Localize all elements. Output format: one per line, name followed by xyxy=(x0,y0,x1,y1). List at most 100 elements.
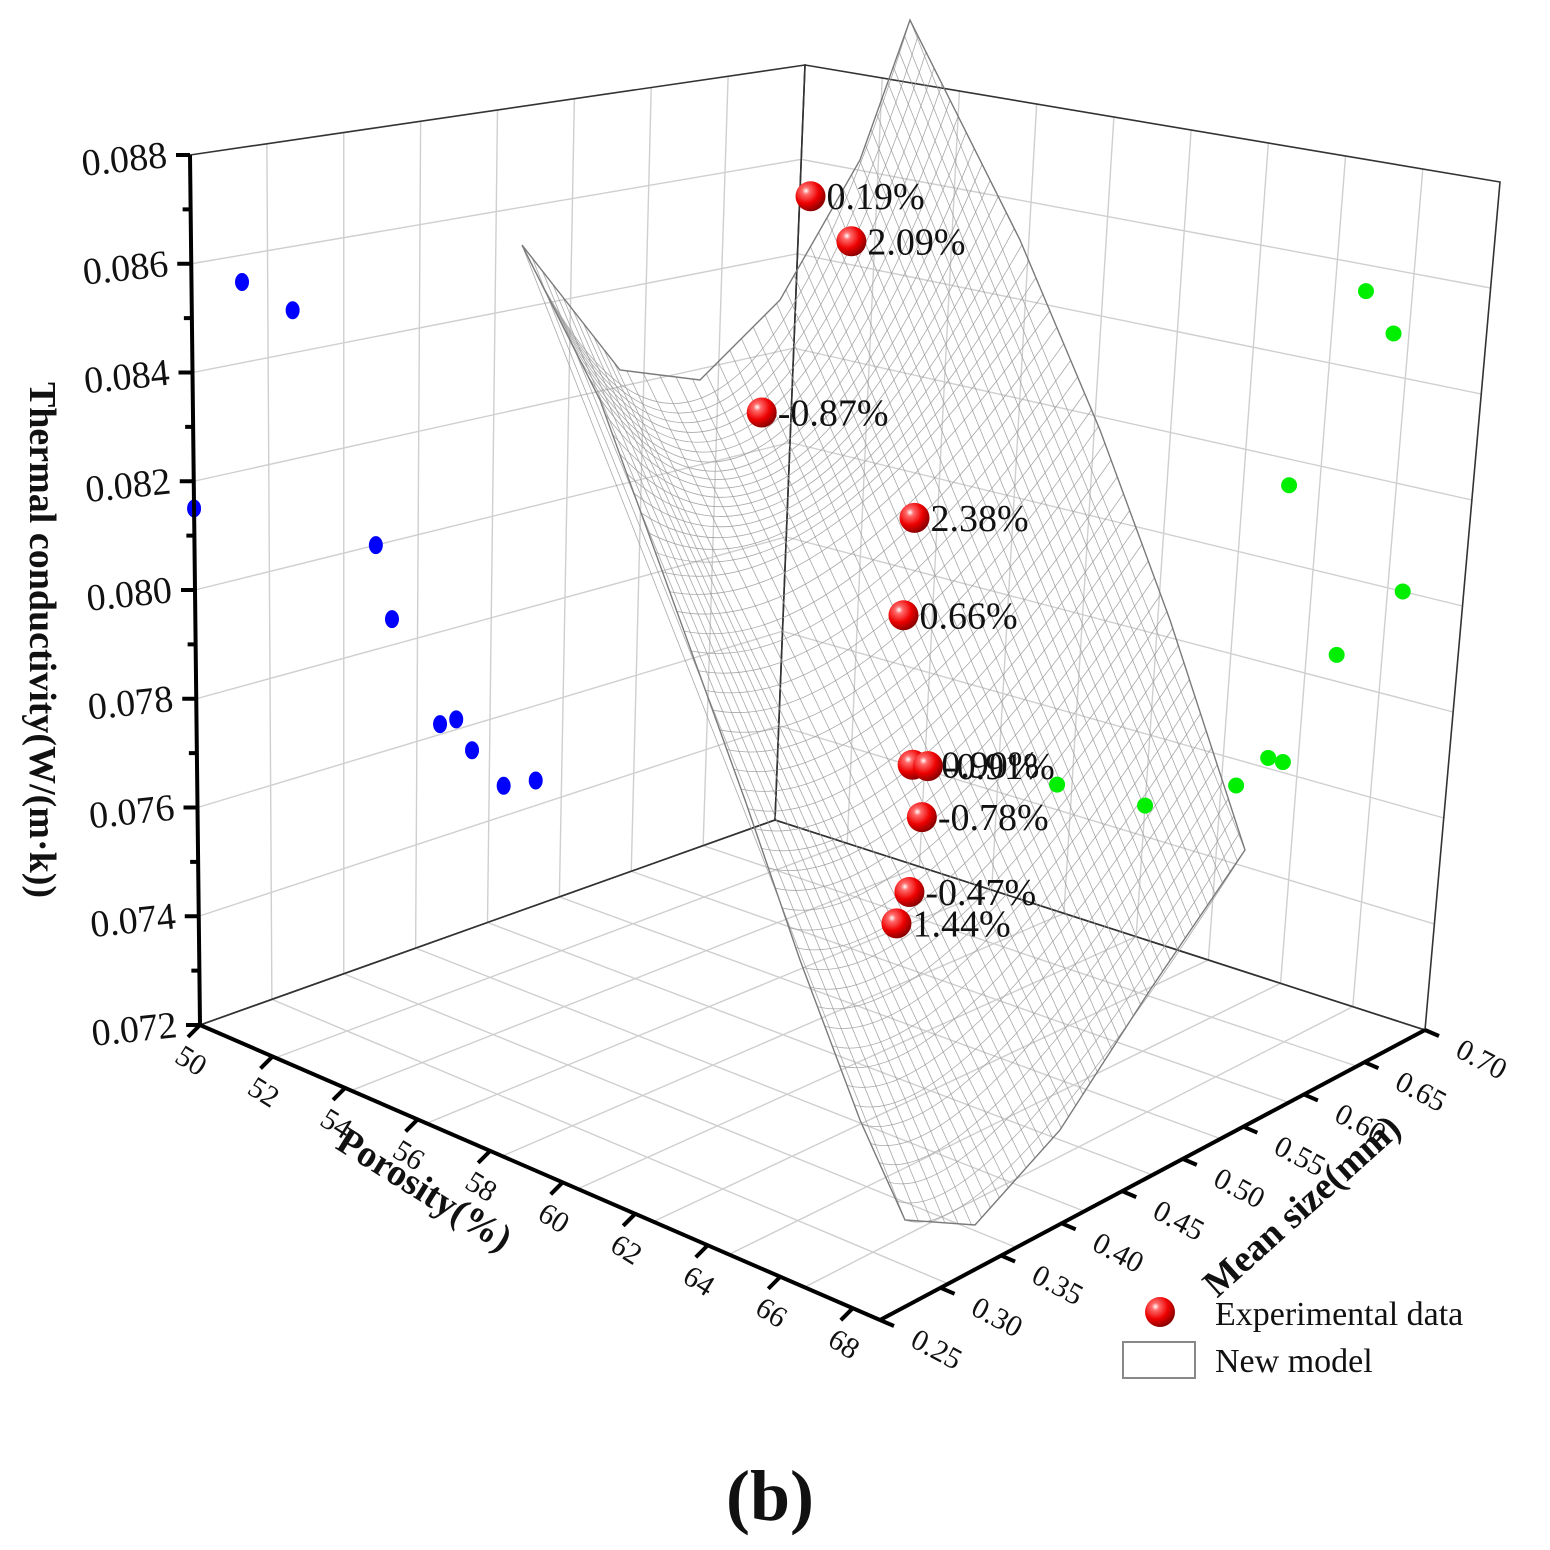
mesh-line xyxy=(801,260,1127,1028)
experimental-marker xyxy=(894,877,925,908)
y-tick-label: 0.35 xyxy=(1027,1258,1089,1312)
legend-model-marker xyxy=(1122,1341,1196,1379)
mesh-line xyxy=(552,283,946,1224)
mesh-line xyxy=(692,378,1054,1139)
x-tick-label: 62 xyxy=(605,1228,648,1272)
grid-line xyxy=(1352,168,1424,1007)
x-tick xyxy=(549,1180,565,1196)
mesh-line xyxy=(712,409,1092,713)
x-tick xyxy=(259,1055,274,1070)
porosity-wall-projections xyxy=(187,272,543,795)
experimental-point: -0.91% xyxy=(912,746,1055,788)
size-projection-point xyxy=(1049,776,1066,793)
mesh-line xyxy=(865,144,1186,939)
size-projection-point xyxy=(1228,777,1245,794)
grid-line xyxy=(343,973,1017,1249)
x-tick-label: 68 xyxy=(822,1322,865,1366)
grid-line xyxy=(559,896,1221,1140)
mesh-line xyxy=(768,543,1143,872)
x-tick-label: 66 xyxy=(750,1291,793,1335)
mesh-line xyxy=(683,343,1065,635)
model-surface-mesh xyxy=(521,18,1246,1226)
mesh-line xyxy=(826,217,1149,994)
grid-line xyxy=(918,90,961,867)
y-tick xyxy=(879,1318,895,1328)
size-projection-point xyxy=(1385,325,1402,342)
grid-line xyxy=(271,998,949,1285)
mesh-line xyxy=(904,35,1238,862)
x-tick xyxy=(766,1275,782,1291)
mesh-line xyxy=(626,370,1018,1179)
x-tick xyxy=(476,1149,492,1165)
experimental-label: -0.47% xyxy=(925,872,1036,914)
z-tick-label: 0.072 xyxy=(90,1004,179,1055)
x-axis-line xyxy=(199,1023,881,1322)
x-tick-label: 60 xyxy=(532,1196,575,1240)
mesh-line xyxy=(531,35,919,414)
y-tick xyxy=(1181,1157,1198,1167)
y-tick xyxy=(1242,1124,1259,1135)
porosity-projection-point xyxy=(384,610,399,629)
size-projection-point xyxy=(1137,797,1154,814)
mesh-line xyxy=(824,679,1190,1029)
mesh-line xyxy=(603,349,1000,1198)
size-projection-point xyxy=(1274,754,1291,771)
experimental-marker xyxy=(888,600,919,631)
experimental-label: 0.66% xyxy=(919,595,1017,637)
z-tick-label: 0.086 xyxy=(81,243,170,294)
x-tick-label: 52 xyxy=(242,1070,285,1114)
mesh-line xyxy=(876,113,1201,917)
mesh-line xyxy=(531,257,919,1222)
porosity-projection-point xyxy=(368,536,383,555)
mesh-line xyxy=(846,730,1207,1088)
mesh-line xyxy=(859,160,1178,950)
mesh-line xyxy=(648,260,1030,550)
mesh-line xyxy=(642,372,1027,1169)
mesh-line xyxy=(887,82,1216,895)
mesh-line xyxy=(752,326,1091,1084)
experimental-marker xyxy=(795,181,826,212)
grid-line xyxy=(789,441,1463,607)
mesh-line xyxy=(817,662,1185,1010)
x-tick xyxy=(404,1117,420,1133)
grid-line xyxy=(486,109,499,923)
legend-experimental-label: Experimental data xyxy=(1215,1296,1463,1333)
z-tick-label: 0.082 xyxy=(83,460,172,511)
mesh-line xyxy=(669,310,1051,595)
mesh-line xyxy=(898,51,1231,873)
grid-line xyxy=(415,947,1085,1212)
porosity-projection-point xyxy=(433,715,448,734)
experimental-marker xyxy=(836,226,867,257)
x-tick xyxy=(621,1212,637,1228)
y-tick-label: 0.25 xyxy=(906,1323,968,1377)
mesh-line xyxy=(834,203,1156,983)
size-projection-point xyxy=(1328,646,1345,663)
mesh-line xyxy=(676,327,1058,615)
y-tick xyxy=(1060,1221,1077,1232)
grid-line xyxy=(501,912,1065,1157)
experimental-point: 2.38% xyxy=(899,498,1029,540)
mesh-line xyxy=(795,611,1168,951)
experimental-marker xyxy=(906,802,937,833)
z-tick-label: 0.078 xyxy=(86,678,175,729)
experimental-point: -0.47% xyxy=(894,872,1036,914)
porosity-projection-point xyxy=(528,771,543,790)
experimental-point: 2.09% xyxy=(836,221,966,263)
porosity-projection-point xyxy=(285,301,300,320)
mesh-line xyxy=(604,164,983,489)
mesh-line xyxy=(741,338,1084,1095)
mesh-line xyxy=(747,493,1124,812)
experimental-points: 0.19%2.09% -0.87% 2.38% 0.66% -0.90%-0.91% -0… xyxy=(746,176,1055,945)
mesh-line xyxy=(793,275,1120,1039)
mesh-line xyxy=(740,476,1118,792)
mesh-line xyxy=(559,84,943,443)
experimental-point: 1.44% xyxy=(881,903,1011,945)
mesh-line xyxy=(879,798,1229,1166)
grid-line xyxy=(797,253,1482,395)
x-tick-label: 64 xyxy=(677,1259,720,1303)
experimental-label: 1.44% xyxy=(912,903,1010,945)
z-axis-ticks: 0.072 0.074 0.076 0.078 0.080 0.082 0.084 0.086… xyxy=(80,134,200,1055)
grid-line xyxy=(631,870,1289,1104)
mesh-line xyxy=(764,314,1098,1073)
y-tick xyxy=(1121,1189,1138,1199)
